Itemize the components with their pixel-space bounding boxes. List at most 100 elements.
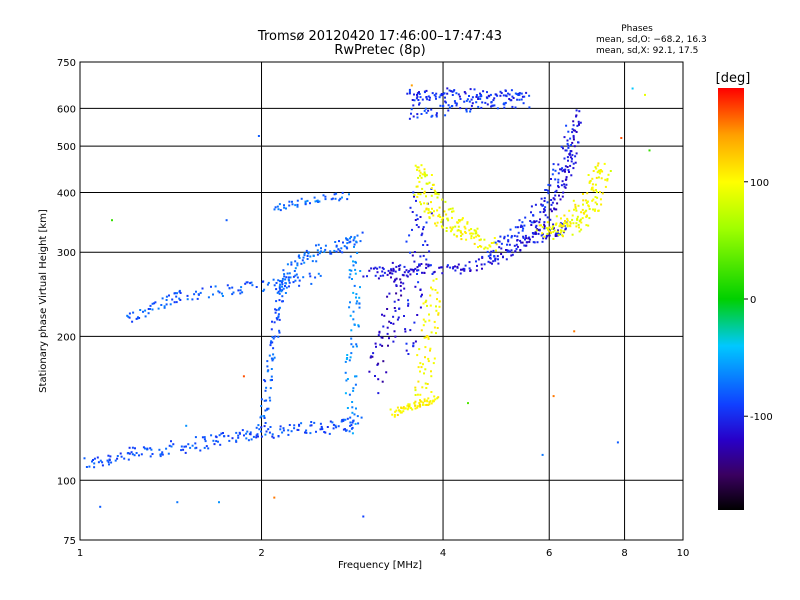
echo-point <box>138 317 141 319</box>
echo-point <box>381 266 384 269</box>
echo-point <box>430 201 432 204</box>
echo-point <box>176 501 179 504</box>
echo-point <box>576 124 579 127</box>
echo-point <box>566 225 569 228</box>
echo-point <box>402 407 405 410</box>
echo-point <box>424 368 427 371</box>
echo-point <box>469 232 472 235</box>
echo-point <box>446 92 449 95</box>
echo-point <box>426 383 429 385</box>
echo-point <box>422 324 425 327</box>
echo-point <box>421 403 424 406</box>
echo-point <box>445 227 448 229</box>
echo-point <box>537 229 540 231</box>
echo-point <box>300 422 303 425</box>
echo-point <box>448 106 451 109</box>
echo-point <box>468 100 471 103</box>
echo-point <box>588 205 590 208</box>
echo-point <box>557 172 560 175</box>
echo-point <box>470 98 473 101</box>
echo-point <box>271 359 274 362</box>
echo-point <box>88 465 91 468</box>
echo-point <box>418 264 421 267</box>
echo-point <box>273 356 276 359</box>
echo-point <box>564 170 566 173</box>
echo-point <box>585 209 588 212</box>
echo-point <box>452 226 455 229</box>
echo-point <box>346 354 349 356</box>
echo-point <box>466 98 469 101</box>
echo-point <box>381 344 384 347</box>
echo-point <box>159 453 162 456</box>
echo-point <box>417 166 420 169</box>
echo-point <box>315 260 318 263</box>
echo-point <box>432 183 435 186</box>
echo-point <box>559 223 562 226</box>
echo-point <box>416 116 419 119</box>
echo-point <box>264 389 267 392</box>
echo-point <box>423 400 426 403</box>
echo-point <box>425 336 428 339</box>
echo-point <box>426 335 429 337</box>
echo-point <box>506 250 509 253</box>
echo-point <box>227 434 230 437</box>
echo-point <box>423 202 426 205</box>
echo-point <box>323 250 326 253</box>
echo-point <box>568 209 571 212</box>
echo-point <box>534 203 537 206</box>
echo-point <box>344 360 347 363</box>
echo-point <box>575 109 578 112</box>
echo-point <box>421 232 424 235</box>
echo-point <box>412 269 415 271</box>
echo-point <box>210 285 212 288</box>
echo-point <box>520 92 523 95</box>
echo-point <box>554 169 557 172</box>
echo-point <box>309 202 311 205</box>
echo-point <box>438 96 441 99</box>
echo-point <box>416 113 419 116</box>
echo-point <box>153 302 156 305</box>
echo-point <box>270 375 273 378</box>
echo-point <box>577 123 580 126</box>
echo-point <box>487 255 490 258</box>
echo-point <box>535 224 538 227</box>
echo-point <box>447 104 450 107</box>
echo-point <box>484 246 487 249</box>
echo-point <box>463 100 466 103</box>
echo-point <box>419 255 422 258</box>
echo-point <box>261 280 264 283</box>
echo-point <box>217 440 219 443</box>
echo-point <box>388 320 391 323</box>
echo-point <box>309 255 312 258</box>
echo-point <box>395 409 398 412</box>
echo-point <box>417 269 420 272</box>
echo-point <box>433 326 436 329</box>
echo-point <box>386 332 389 335</box>
echo-point <box>139 309 142 311</box>
echo-point <box>218 434 221 437</box>
echo-point <box>269 399 272 402</box>
echo-point <box>283 204 285 207</box>
echo-point <box>510 235 513 238</box>
echo-point <box>483 263 486 266</box>
echo-point <box>353 237 356 240</box>
echo-point <box>427 265 430 268</box>
echo-point <box>159 455 162 458</box>
echo-point <box>609 170 612 172</box>
echo-point <box>349 237 351 240</box>
echo-point <box>415 199 417 202</box>
echo-point <box>411 254 414 257</box>
echo-point <box>421 187 424 190</box>
echo-point <box>416 195 419 198</box>
colorbar-tick-label: -100 <box>750 412 773 423</box>
echo-point <box>543 208 546 211</box>
echo-point <box>316 249 319 252</box>
echo-point <box>569 222 572 225</box>
echo-point <box>346 378 349 380</box>
y-tick-label: 400 <box>57 188 76 199</box>
echo-point <box>557 229 559 232</box>
echo-point <box>464 264 467 267</box>
echo-point <box>400 407 403 410</box>
echo-point <box>359 270 362 272</box>
